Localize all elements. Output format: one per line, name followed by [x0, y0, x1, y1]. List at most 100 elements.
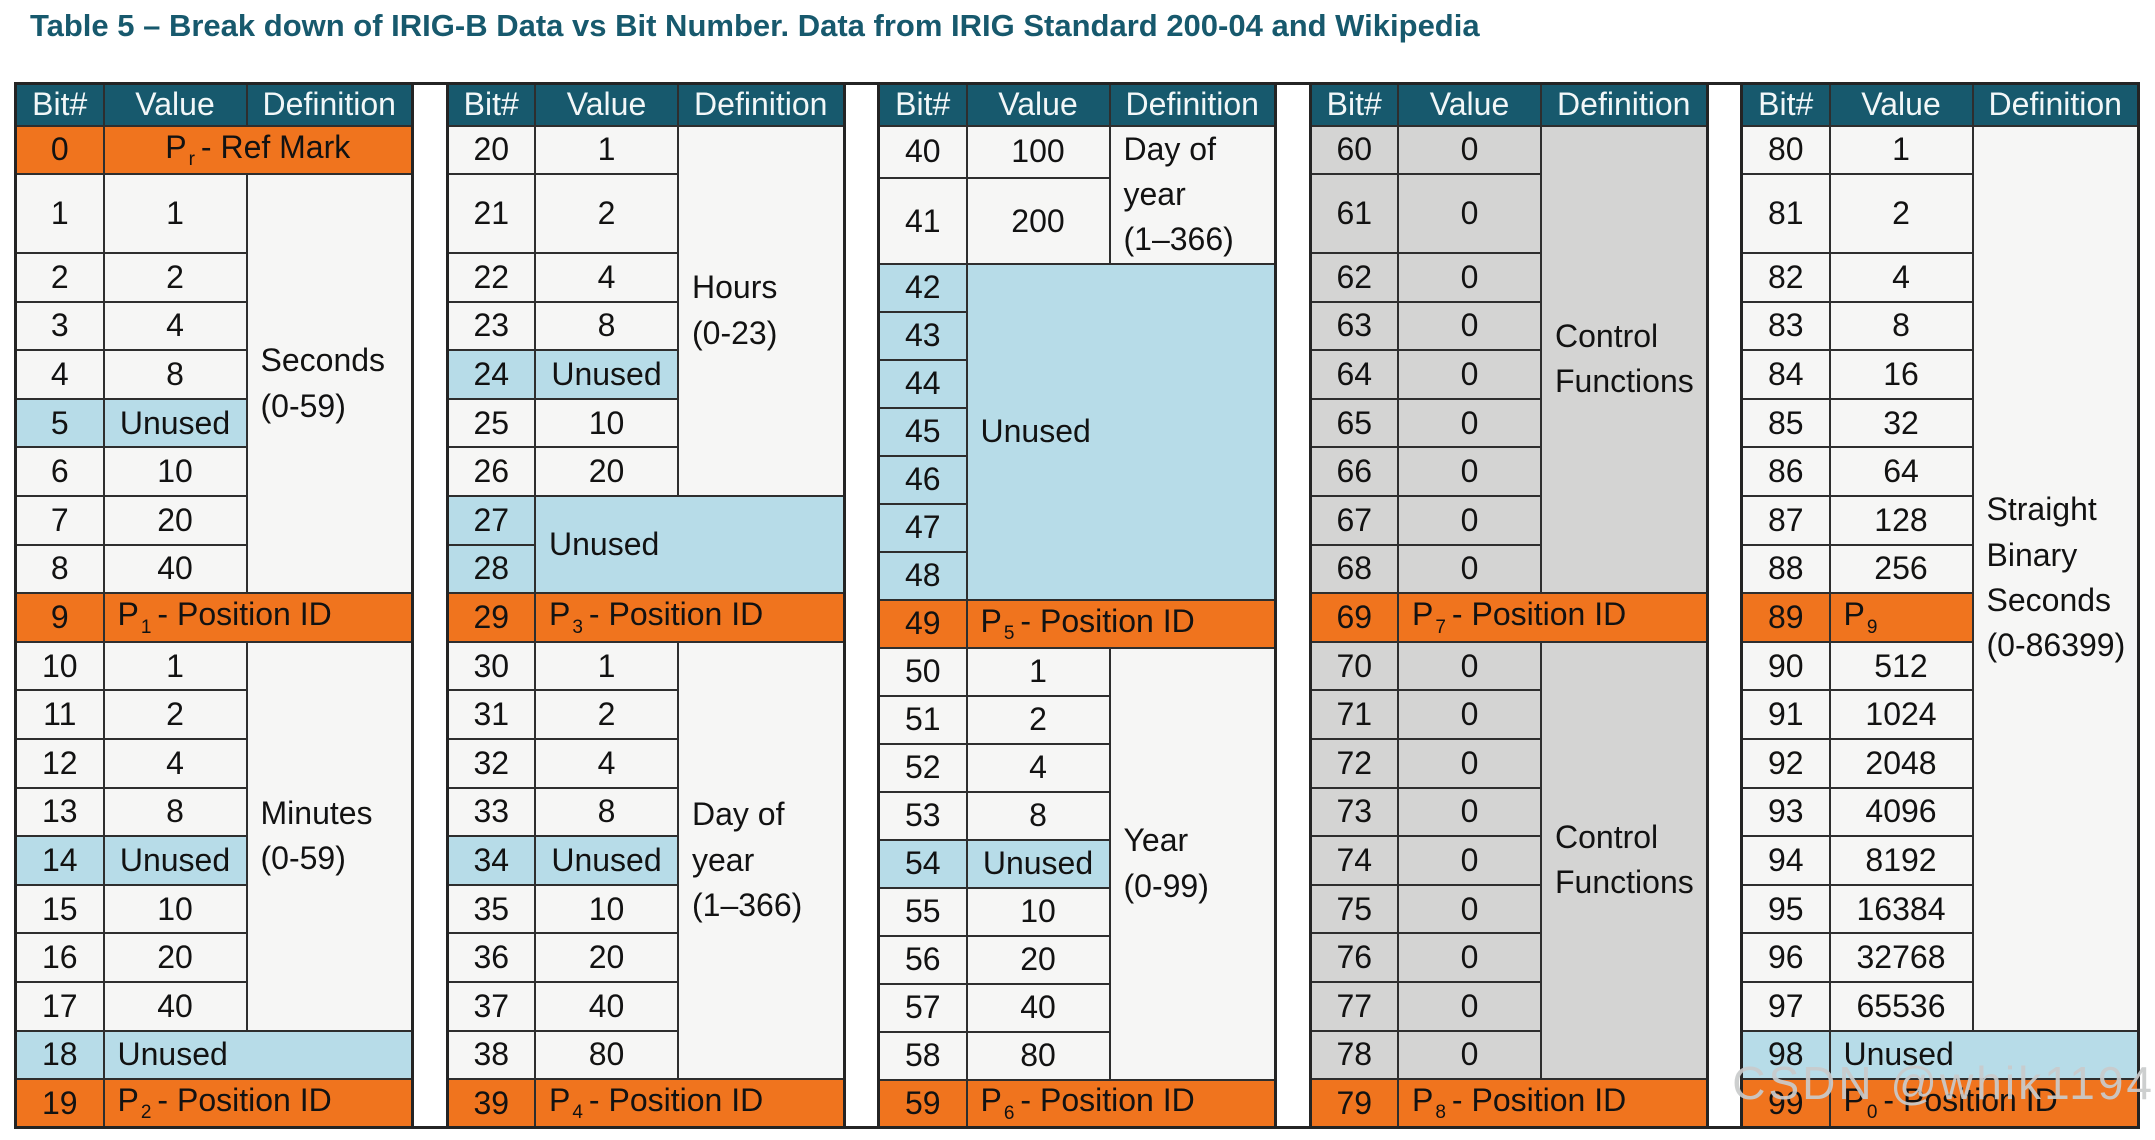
- value-cell: 8: [102, 786, 248, 838]
- table-row: 10 1 Minutes (0-59): [14, 640, 414, 1032]
- table-gap: [1277, 82, 1309, 1130]
- bit-cell: 73: [1309, 786, 1399, 838]
- table-row: 76 0: [1309, 932, 1707, 983]
- value-cell: 20: [534, 932, 679, 983]
- bit-cell: 98: [1740, 1029, 1831, 1081]
- p-rest: - Position ID: [1883, 1082, 2058, 1119]
- table-row: 14 Unused: [14, 835, 413, 886]
- value-cell: 40: [534, 980, 679, 1032]
- p-rest: - Ref Mark: [200, 128, 351, 165]
- value-cell: 32768: [1828, 932, 1974, 983]
- bit-cell: 93: [1740, 786, 1831, 838]
- table-row: 67 0: [1309, 495, 1707, 546]
- table-row: 25 10: [446, 397, 844, 449]
- value-cell: 4: [1828, 252, 1974, 303]
- p-sub: 2: [140, 1102, 152, 1124]
- table-row: 57 40: [877, 982, 1276, 1033]
- bit-cell: 50: [877, 646, 968, 697]
- bit-cell: 30: [446, 640, 536, 692]
- table-row: 27 Unused: [446, 495, 845, 595]
- value-cell: 64: [1828, 446, 1974, 498]
- table-row: 29 P 3- Position ID: [446, 592, 845, 643]
- p-main: P: [549, 1082, 571, 1119]
- table-row: 17 40: [14, 980, 413, 1032]
- bit-cell: 65: [1309, 397, 1399, 449]
- value-cell: 0: [1397, 349, 1542, 400]
- column-header-bit: Bit#: [1740, 82, 1831, 127]
- column-header-value: Value: [534, 82, 679, 127]
- table-row: 78 0: [1309, 1029, 1707, 1081]
- table-row: 70 0 Control Functions: [1309, 640, 1708, 1081]
- table-row: 56 20: [877, 934, 1276, 985]
- bit-cell: 78: [1309, 1029, 1399, 1081]
- table-row: 23 8: [446, 300, 844, 352]
- value-cell: 200: [965, 177, 1111, 265]
- p-rest: - Position ID: [588, 596, 764, 633]
- bit-cell: 35: [446, 883, 536, 935]
- p-main: P: [1412, 596, 1434, 633]
- table-row: 63 0: [1309, 300, 1707, 352]
- bits-table: Bit# Value Definition 60 0 Control Functions 6…: [1308, 82, 1709, 1130]
- value-cell: 1: [534, 640, 679, 692]
- value-cell: 10: [534, 397, 679, 449]
- table-row: 87 128: [1740, 495, 2139, 546]
- value-cell: 10: [102, 883, 248, 935]
- p-rest: - Position ID: [1020, 602, 1195, 639]
- bit-cell: 56: [877, 934, 968, 985]
- value-cell: 1: [102, 173, 248, 255]
- bit-cell: 54: [877, 838, 968, 889]
- value-cell: 16384: [1828, 883, 1974, 935]
- unused-cell: Unused: [102, 835, 248, 886]
- table-row: 68 0: [1309, 543, 1707, 595]
- table-row: 81 2: [1740, 173, 2139, 255]
- definition-cell: Seconds (0-59): [245, 173, 414, 595]
- table-row: 12 4: [14, 738, 413, 789]
- bit-cell: 52: [877, 742, 968, 793]
- column-header-value: Value: [1397, 82, 1542, 127]
- table-row: 24 Unused: [446, 349, 844, 400]
- value-cell: 1: [965, 646, 1111, 697]
- unused-cell: Unused: [534, 835, 679, 886]
- value-cell: 0: [1397, 738, 1542, 789]
- table-row: 64 0: [1309, 349, 1707, 400]
- unused-cell: Unused: [1828, 1029, 2140, 1081]
- table-row: 45: [877, 406, 1276, 457]
- value-cell: 0: [1397, 397, 1542, 449]
- bit-cell: 16: [14, 932, 105, 983]
- value-cell: 4: [102, 738, 248, 789]
- table-row: 95 16384: [1740, 883, 2139, 935]
- bit-cell: 10: [14, 640, 105, 692]
- column-header-definition: Definition: [1540, 82, 1708, 127]
- p-rest: - Position ID: [1020, 1082, 1195, 1119]
- table-row: 46: [877, 454, 1276, 505]
- bit-cell: 72: [1309, 738, 1399, 789]
- table-row: 51 2: [877, 694, 1276, 745]
- bit-cell: 37: [446, 980, 536, 1032]
- definition-cell: Control Functions: [1540, 124, 1708, 595]
- column-header-value: Value: [1828, 82, 1974, 127]
- bit-cell: 0: [14, 124, 105, 176]
- bit-cell: 77: [1309, 980, 1399, 1032]
- bit-cell: 22: [446, 252, 536, 303]
- table-row: 75 0: [1309, 883, 1707, 935]
- bit-cell: 48: [877, 550, 968, 601]
- bit-cell: 29: [446, 592, 536, 643]
- bit-cell: 34: [446, 835, 536, 886]
- table-row: 66 0: [1309, 446, 1707, 498]
- table-row: 15 10: [14, 883, 413, 935]
- bit-cell: 45: [877, 406, 968, 457]
- table-row: 91 1024: [1740, 689, 2139, 740]
- bits-table: Bit# Value Definition 80 1 Straight Binary Se…: [1740, 82, 2140, 1130]
